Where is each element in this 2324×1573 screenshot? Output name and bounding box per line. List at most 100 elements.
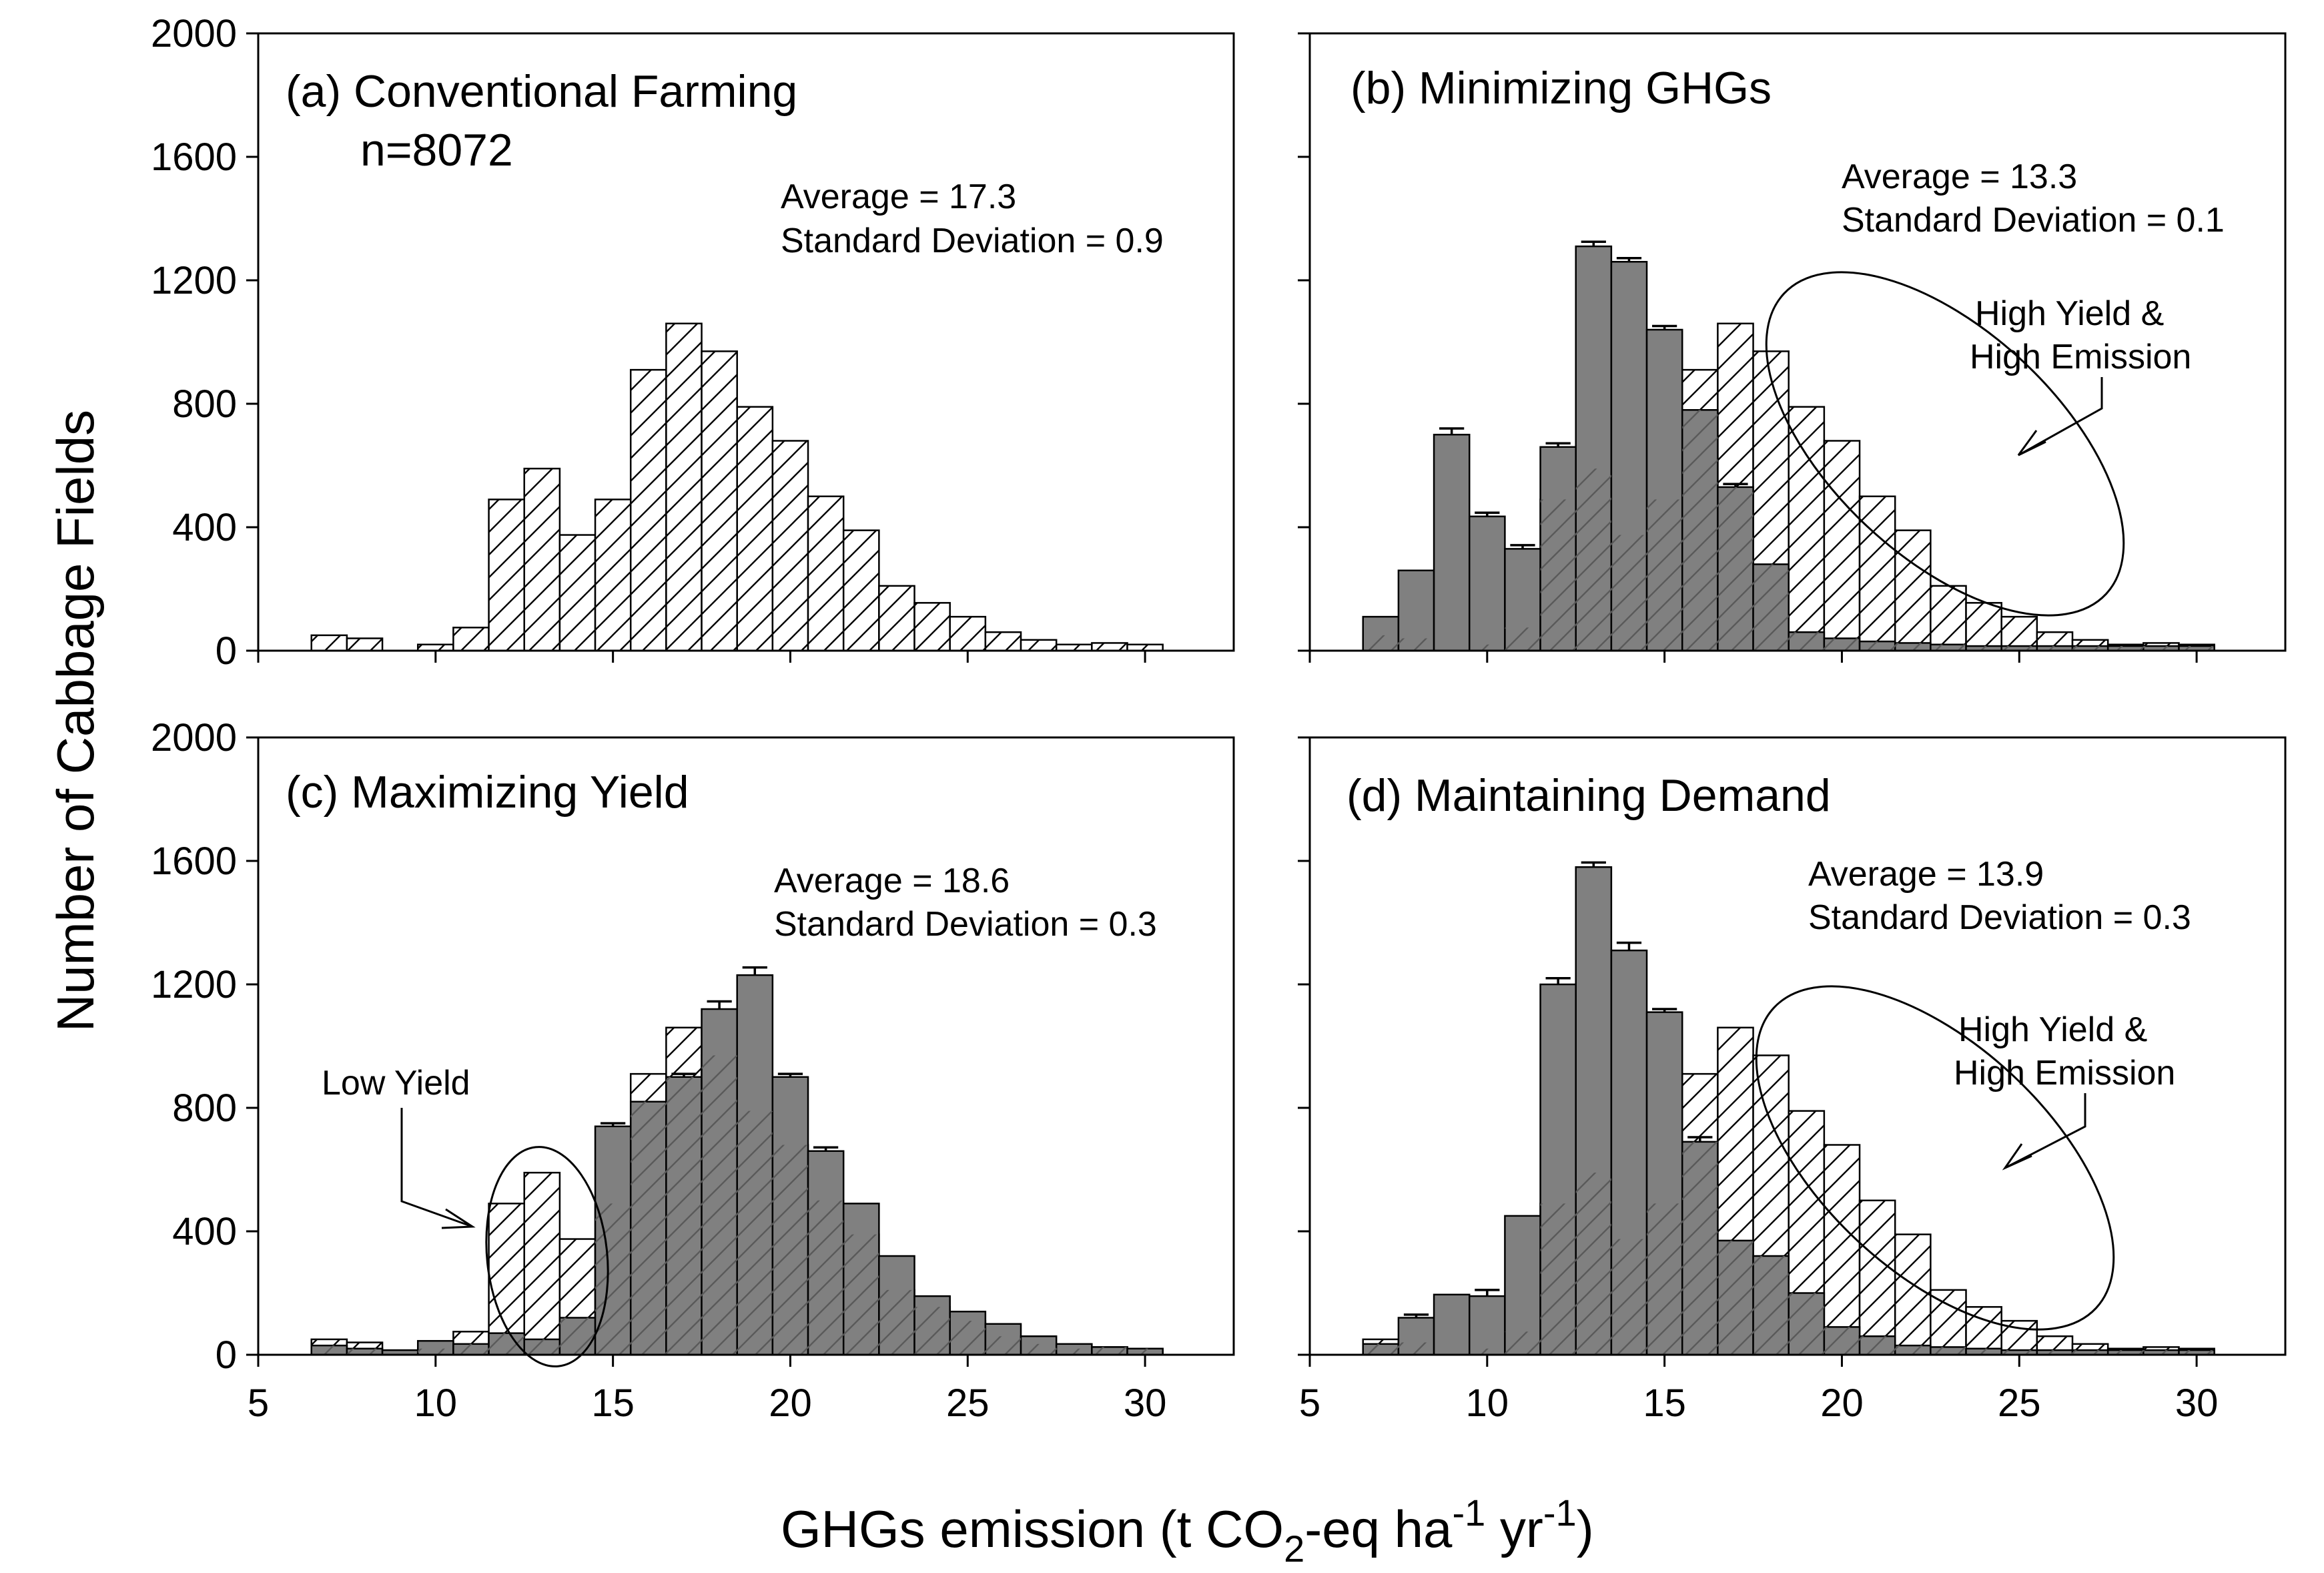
bar-hatched <box>488 1203 525 1356</box>
error-bar <box>1475 1289 1500 1297</box>
y-tick-label: 1200 <box>151 259 237 302</box>
error-bar <box>777 1072 803 1077</box>
bar-hatched <box>913 602 951 652</box>
bar-hatched <box>807 495 845 652</box>
panel-title-d: (d) Maintaining Demand <box>1346 770 1831 821</box>
bar-overlay-hatch <box>346 1348 383 1355</box>
error-bar <box>1723 483 1748 487</box>
stat-average-d: Average = 13.9 <box>1808 855 2044 894</box>
bar-overlay-hatch <box>2143 1350 2179 1355</box>
bar-hatched <box>1091 642 1128 652</box>
x-axis-title-sup2: -1 <box>1543 1492 1577 1534</box>
bar-gray <box>1468 515 1506 652</box>
bar-hatched <box>1930 1289 1967 1356</box>
bar-hatched <box>949 615 987 652</box>
plot-frame-c <box>257 736 1235 1356</box>
bar-hatched <box>1965 602 2002 652</box>
x-axis-title-sup1: -1 <box>1452 1492 1485 1534</box>
bar-overlay-hatch <box>1895 1345 1931 1355</box>
bar-hatched <box>1894 1233 1932 1356</box>
bar-overlay-hatch <box>1647 1203 1683 1355</box>
x-axis-title-main: GHGs emission (t CO <box>781 1500 1284 1558</box>
x-tick-label: 20 <box>1820 1381 1864 1425</box>
bar-overlay-hatch <box>453 1343 489 1355</box>
bar-overlay-hatch <box>1505 627 1541 651</box>
y-tick-label: 400 <box>172 1210 237 1253</box>
stat-sd-d: Standard Deviation = 0.3 <box>1808 898 2191 937</box>
bar-overlay-hatch <box>1682 410 1718 651</box>
error-bar <box>1616 941 1642 951</box>
x-axis-title-sub: 2 <box>1284 1528 1304 1570</box>
bar-hatched <box>1930 585 1967 652</box>
bar-overlay-hatch <box>1056 1348 1092 1355</box>
bar-hatched <box>1894 529 1932 652</box>
bars-hatched-a <box>310 322 1164 652</box>
bar-overlay-hatch <box>1717 487 1754 651</box>
stat-sd-c: Standard Deviation = 0.3 <box>774 905 1157 944</box>
x-tick-label: 30 <box>1124 1381 1167 1425</box>
bar-overlay-hatch <box>1788 1293 1824 1355</box>
bar-overlay-hatch <box>1788 632 1824 651</box>
bar-overlay-hatch <box>808 1200 844 1355</box>
y-tick-label: 800 <box>172 382 237 426</box>
error-bar <box>1475 511 1500 517</box>
bar-overlay-hatch <box>772 1145 809 1355</box>
stat-average-c: Average = 18.6 <box>774 862 1010 900</box>
bar-overlay-hatch <box>1895 643 1931 651</box>
bar-overlay-hatch <box>1824 1327 1860 1355</box>
bar-gray <box>1433 434 1471 652</box>
bar-overlay-hatch <box>879 1289 915 1355</box>
error-bar <box>742 966 767 976</box>
x-axis-title: GHGs emission (t CO2-eq ha-1 yr-1) <box>781 1492 1594 1570</box>
bar-overlay-hatch <box>843 1234 879 1355</box>
bar-overlay-hatch <box>631 1101 667 1355</box>
error-bar <box>1510 544 1535 549</box>
bar-overlay-hatch <box>2036 646 2073 651</box>
bar-gray <box>1468 1295 1506 1356</box>
panel-a: 0 400 800 1200 1600 2000 (a) Conventional Far… <box>151 12 1235 673</box>
error-bar <box>1545 977 1571 984</box>
bar-hatched <box>523 467 561 652</box>
bars-overlay-c <box>311 1055 1163 1355</box>
bar-hatched <box>346 637 384 652</box>
error-bar <box>707 1000 732 1009</box>
bar-overlay-hatch <box>1127 1348 1163 1355</box>
bar-gray <box>1433 1293 1471 1356</box>
x-tick-label: 5 <box>248 1381 269 1425</box>
bar-hatched <box>665 322 703 652</box>
error-bars-d <box>1403 861 1713 1318</box>
panel-d: 5 10 15 20 25 30 (d) Maintaining Demand Avera… <box>1298 736 2287 1425</box>
bar-overlay-hatch <box>1575 1173 1611 1355</box>
bar-overlay-hatch <box>914 1307 950 1355</box>
x-tick-label: 15 <box>1643 1381 1686 1425</box>
error-bar <box>601 1122 626 1127</box>
bar-overlay-hatch <box>1860 1336 1896 1355</box>
bar-hatched <box>984 631 1022 652</box>
y-axis-title: Number of Cabbage Fields <box>46 410 105 1032</box>
error-bar <box>1581 861 1606 868</box>
bar-overlay-hatch <box>985 1336 1022 1355</box>
bar-hatched <box>736 406 774 652</box>
bar-overlay-hatch <box>1753 1256 1789 1355</box>
bar-overlay-hatch <box>949 1321 986 1355</box>
y-tick-label: 800 <box>172 1086 237 1130</box>
axes-a: 0 400 800 1200 1600 2000 <box>151 12 1146 673</box>
x-tick-label: 20 <box>769 1381 812 1425</box>
bar-hatched <box>452 627 490 652</box>
bar-overlay-hatch <box>1469 644 1505 651</box>
bar-hatched <box>523 1171 561 1356</box>
error-bar <box>1652 324 1677 330</box>
bar-overlay-hatch <box>2179 646 2215 651</box>
x-tick-label: 10 <box>414 1381 458 1425</box>
x-tick-label: 25 <box>946 1381 990 1425</box>
stat-average-b: Average = 13.3 <box>1842 158 2077 196</box>
bars-overlay-b <box>1363 410 2215 651</box>
axes-d: 5 10 15 20 25 30 <box>1298 736 2218 1425</box>
bar-hatched <box>629 368 667 652</box>
axes-b <box>1298 32 2198 663</box>
bar-overlay-hatch <box>1966 646 2002 651</box>
axes-c: 0 400 800 1200 1600 2000 5 10 15 20 25 30 <box>151 716 1166 1425</box>
annotation-arrow-d <box>2002 1093 2086 1171</box>
annotation-c: Low Yield <box>322 1064 470 1103</box>
x-tick-label: 5 <box>1299 1381 1320 1425</box>
